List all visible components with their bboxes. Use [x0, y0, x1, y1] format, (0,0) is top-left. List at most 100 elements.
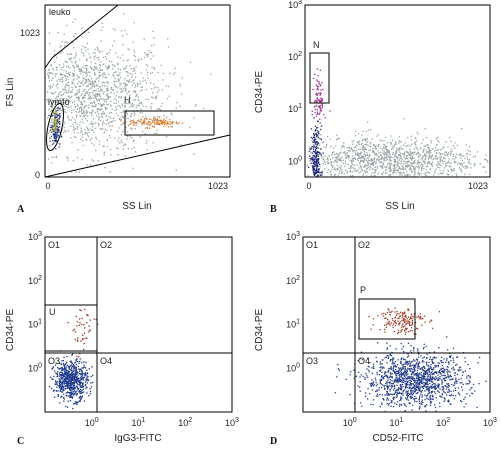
data-point-O4: [454, 387, 457, 389]
data-point-background: [311, 161, 313, 163]
data-point-O3: [77, 361, 79, 363]
data-point-background: [152, 97, 154, 99]
data-point-background: [50, 65, 52, 67]
data-point-background: [337, 158, 339, 161]
data-point-background: [350, 160, 353, 162]
data-point-background: [73, 129, 75, 131]
data-point-O4: [392, 357, 394, 359]
data-point-N: [318, 100, 320, 102]
data-point-background: [83, 110, 85, 113]
data-point-background: [85, 70, 88, 72]
data-point-lymfo: [58, 126, 60, 129]
data-point-O4: [391, 360, 394, 362]
data-point-O4: [371, 384, 374, 386]
ytick-label: 101: [28, 319, 42, 330]
data-point-O4: [382, 384, 384, 386]
data-point-background: [91, 112, 93, 115]
data-point-O4: [395, 389, 398, 391]
data-point-background: [326, 158, 328, 160]
data-point-background: [395, 150, 397, 152]
data-point-O3: [86, 386, 88, 388]
data-point-lymfo: [55, 148, 57, 150]
data-point-background: [430, 142, 432, 144]
data-point-O4: [445, 361, 447, 363]
data-point-O3: [60, 384, 62, 386]
data-point-background: [130, 113, 133, 115]
data-point-lymfo: [57, 107, 60, 109]
data-point-background: [422, 160, 424, 162]
data-point-background: [61, 41, 64, 43]
data-point-O3: [82, 377, 84, 379]
data-point-background: [425, 137, 428, 139]
data-point-H: [155, 121, 158, 123]
data-point-O4: [409, 365, 411, 367]
data-point-O4: [386, 390, 388, 392]
data-point-O4: [379, 406, 381, 408]
data-point-O4: [472, 383, 475, 386]
data-point-O3: [79, 399, 81, 402]
data-point-background: [99, 109, 101, 111]
data-point-O4: [403, 350, 405, 353]
data-point-O4: [407, 353, 409, 355]
data-point-background: [83, 116, 85, 118]
data-point-background: [406, 162, 409, 165]
data-point-background: [93, 70, 95, 72]
data-point-O4: [372, 385, 375, 387]
data-point-background: [385, 153, 387, 155]
data-point-background: [97, 85, 99, 87]
data-point-background: [89, 96, 91, 98]
data-point-background: [91, 126, 94, 128]
data-point-O4: [418, 387, 420, 389]
data-point-O4: [405, 372, 407, 374]
data-point-background: [418, 163, 420, 165]
data-point-O3: [75, 382, 78, 384]
data-point-background: [81, 112, 83, 114]
data-point-O3: [70, 386, 72, 388]
data-point-background: [65, 89, 67, 91]
data-point-O3: [67, 386, 69, 388]
data-point-O3: [75, 366, 77, 368]
data-point-background: [427, 146, 429, 149]
data-point-background: [60, 134, 62, 136]
data-point-lymfo: [54, 133, 57, 135]
data-point-O4: [381, 403, 383, 406]
data-point-O4: [435, 396, 437, 399]
data-point-background: [309, 147, 312, 150]
data-point-background: [116, 108, 118, 111]
data-point-O4: [463, 398, 465, 400]
data-point-background: [327, 162, 330, 165]
data-point-background: [116, 80, 118, 82]
data-point-background: [404, 168, 407, 170]
data-point-H: [159, 122, 161, 124]
data-point-O3: [80, 396, 82, 398]
data-point-O3: [74, 371, 77, 374]
data-point-background: [103, 91, 105, 93]
data-point-background: [55, 156, 58, 159]
data-point-O4: [442, 367, 444, 369]
data-point-O3: [66, 369, 68, 372]
data-point-O4: [396, 403, 398, 406]
data-point-background: [381, 161, 383, 163]
data-point-O4: [430, 394, 432, 397]
data-point-background: [107, 89, 109, 92]
data-point-N: [317, 75, 319, 77]
data-point-O4: [446, 376, 448, 378]
data-point-background: [360, 143, 363, 145]
data-point-background: [68, 58, 70, 60]
data-point-background: [147, 65, 149, 67]
data-point-O4: [405, 392, 407, 394]
data-point-O3: [56, 373, 58, 375]
data-point-background: [98, 64, 101, 66]
data-point-O3: [72, 375, 74, 378]
panel-a-xlabel: SS Lin: [122, 201, 151, 212]
data-point-lymphocytes: [313, 141, 315, 143]
data-point-O3: [72, 391, 75, 393]
data-point-O3: [76, 378, 78, 380]
data-point-O4: [428, 367, 430, 370]
data-point-N: [316, 87, 319, 89]
data-point-lymphocytes: [313, 136, 315, 139]
data-point-O4: [405, 385, 407, 387]
data-point-background: [133, 114, 136, 116]
data-point-background: [410, 135, 412, 137]
data-point-O4: [389, 360, 391, 362]
